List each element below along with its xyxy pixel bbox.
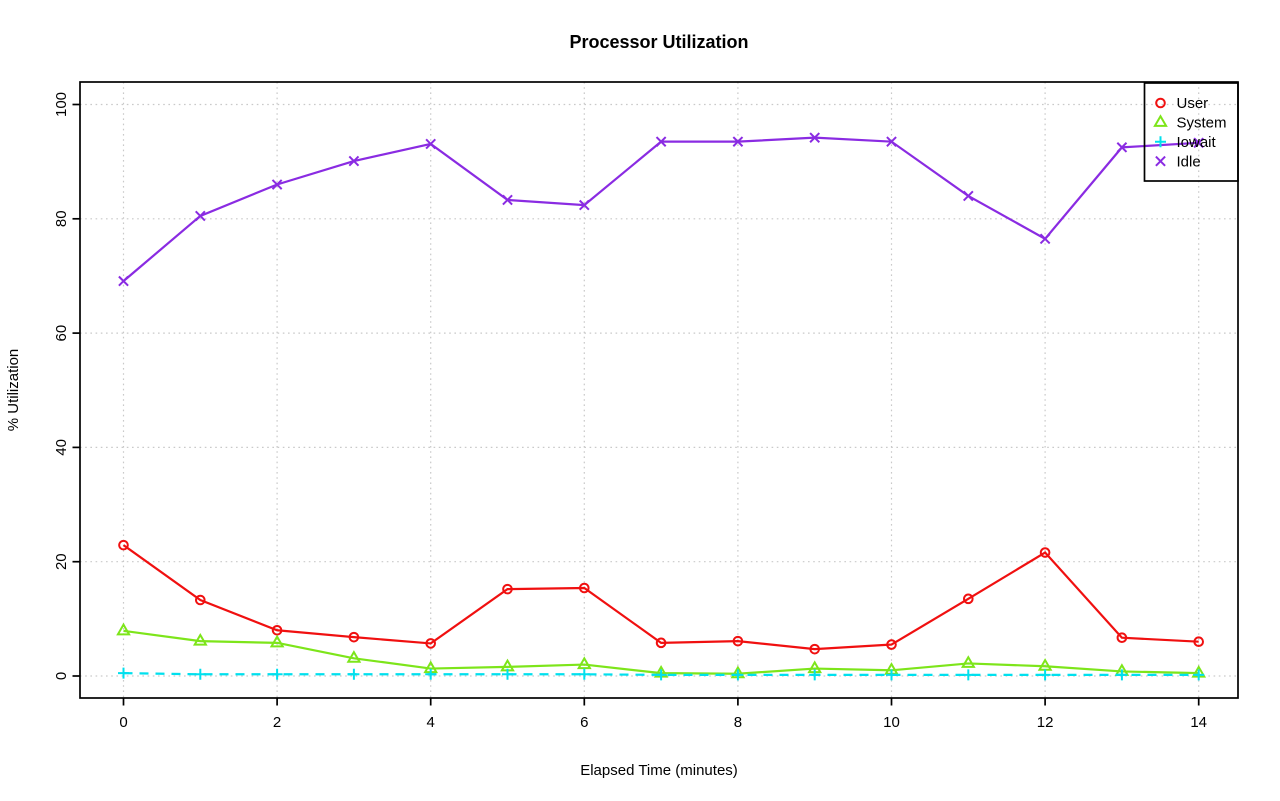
series-layer [116,132,1207,681]
circle-marker [271,624,283,636]
triangle-marker [269,634,285,648]
triangle-marker [192,632,208,646]
legend-item-user: User [1155,95,1209,112]
x-marker [118,275,129,287]
plus-marker [1193,669,1205,681]
circle-marker [1155,97,1166,109]
circle-marker [809,643,821,655]
x-marker [1039,233,1051,245]
x-tick-label: 10 [883,714,900,731]
triangle-marker [1153,114,1168,127]
circle-marker [118,539,129,551]
x-tick-label: 14 [1190,714,1207,731]
x-tick-label: 4 [427,714,435,731]
plus-marker [348,668,360,680]
x-marker [732,136,744,147]
plus-marker [886,669,897,681]
x-tick-label: 0 [119,714,127,731]
plus-marker [425,668,437,680]
plus-marker [118,667,129,679]
circle-marker [732,635,744,647]
plus-marker [732,669,744,681]
legend-item-idle: Idle [1155,153,1201,170]
circle-marker [1193,636,1204,648]
x-marker [809,132,821,143]
x-marker [962,190,974,202]
series-idle [118,132,1205,287]
plus-marker [655,669,667,681]
y-tick-label: 100 [53,92,70,117]
legend: User System Iowait Idle [1143,82,1239,182]
series-user [118,539,1204,655]
circle-marker [502,583,513,595]
y-tick-label: 80 [53,210,70,227]
series-line [122,136,1199,282]
plus-marker [962,669,974,681]
plus-marker [1116,669,1128,681]
series-line [122,544,1199,651]
x-marker [1116,142,1128,153]
series-iowait [118,667,1205,681]
x-tick-label: 12 [1037,714,1054,731]
grid-layer [80,82,1238,698]
x-marker [348,155,360,167]
circle-marker [886,639,897,650]
plus-marker [1155,136,1166,148]
y-tick-label: 60 [53,325,70,342]
plus-marker [194,668,206,680]
tick-layer: 0 2 4 6 8 10 12 14 0 20 40 60 80 100 [53,92,1207,731]
legend-item-label: Idle [1177,153,1201,170]
circle-marker [195,594,206,606]
legend-box [1143,82,1239,182]
circle-marker [655,637,667,649]
x-marker [1193,137,1205,149]
x-axis-label: Elapsed Time (minutes) [580,762,738,779]
circle-marker [963,593,974,605]
legend-item-label: Iowait [1177,134,1217,151]
plus-marker [1039,669,1051,681]
triangle-marker [116,622,131,636]
plus-marker [271,668,283,680]
plus-marker [502,668,513,680]
plus-marker [578,668,590,680]
x-marker [655,136,667,147]
plot-border-box [79,81,1239,699]
x-marker [578,199,590,211]
x-tick-label: 8 [734,714,742,731]
circle-marker [1039,547,1051,558]
y-tick-label: 0 [53,672,70,680]
series-line [123,672,1199,676]
y-tick-label: 40 [53,439,70,456]
legend-item-label: System [1177,115,1227,132]
x-tick-label: 2 [273,714,281,731]
y-tick-label: 20 [53,553,70,570]
circle-marker [579,582,590,594]
circle-marker [1116,632,1128,644]
triangle-marker [960,655,976,668]
x-marker [502,194,513,206]
legend-item-label: User [1177,95,1209,112]
x-marker [886,136,897,147]
x-marker [271,179,283,190]
circle-marker [348,631,360,643]
x-marker [1155,155,1166,167]
legend-item-iowait: Iowait [1155,134,1217,151]
triangle-marker [346,650,362,663]
legend-item-system: System [1153,114,1227,132]
circle-marker [425,638,437,649]
chart-title: Processor Utilization [569,32,748,52]
triangle-marker [576,656,592,670]
plus-marker [809,669,821,681]
x-tick-label: 6 [580,714,588,731]
y-axis-label: % Utilization [5,349,22,432]
x-marker [425,138,437,150]
x-marker [194,210,206,222]
